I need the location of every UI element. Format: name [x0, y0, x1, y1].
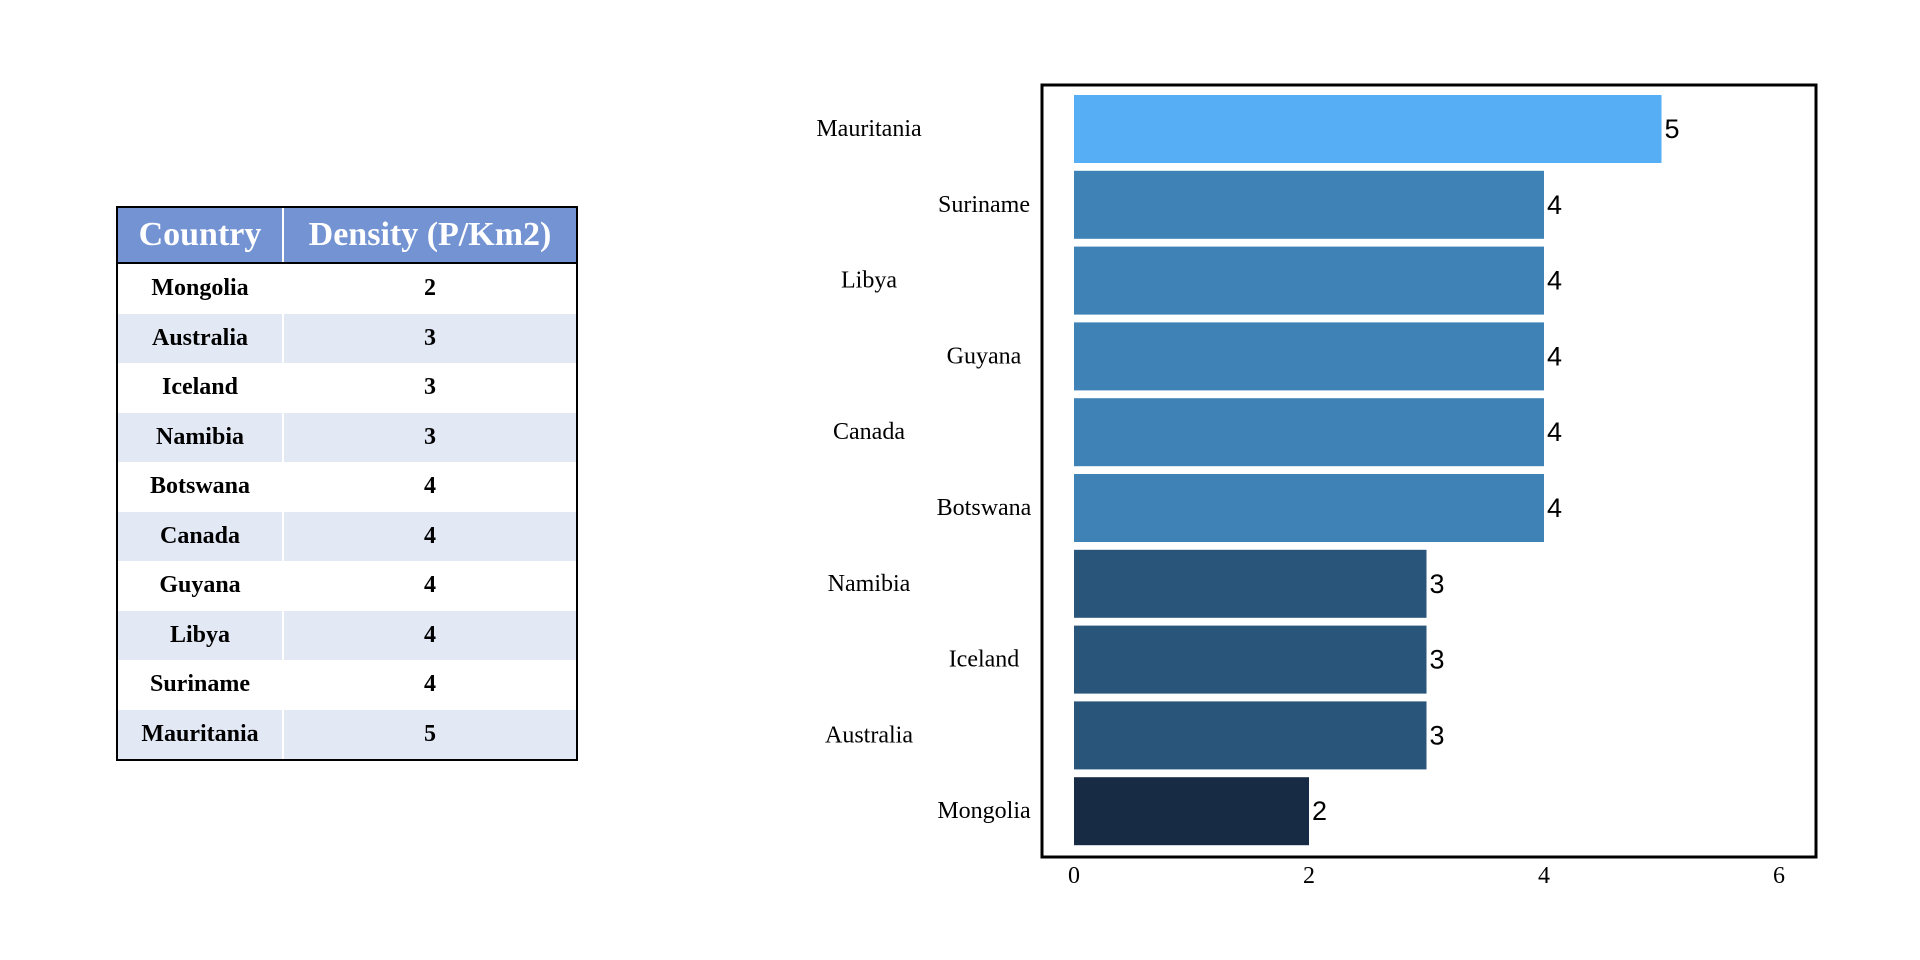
table-cell-country: Libya	[118, 610, 284, 660]
labels-layer: 5 Mauritania 4 Suriname 4 Libya 4 Guyana 4 Canada…	[816, 114, 1785, 889]
table-cell-country: Guyana	[118, 561, 284, 611]
table-cell-country: Iceland	[118, 363, 284, 413]
table-cell-country: Canada	[118, 511, 284, 561]
table-cell-density: 2	[283, 263, 576, 314]
table-header-row: Country Density (P/Km2)	[118, 208, 576, 264]
table-cell-country: Suriname	[118, 660, 284, 710]
bar-mongolia	[1074, 777, 1309, 846]
bar-namibia	[1074, 549, 1427, 618]
table-cell-density: 4	[283, 660, 576, 710]
bar-canada	[1074, 398, 1544, 467]
x-tick-label: 4	[1538, 863, 1550, 889]
category-label: Botswana	[937, 495, 1032, 521]
table-row: Australia 3	[118, 313, 576, 363]
table-cell-density: 3	[283, 412, 576, 462]
bar-suriname	[1074, 170, 1544, 239]
x-tick-label: 2	[1303, 863, 1315, 889]
category-label: Mauritania	[816, 116, 922, 142]
bar-mauritania	[1074, 95, 1662, 163]
plot-frame	[1040, 83, 1818, 859]
data-label: 4	[1547, 493, 1562, 523]
bar-libya	[1074, 246, 1544, 315]
data-label: 3	[1430, 645, 1445, 675]
data-label: 4	[1547, 341, 1562, 371]
table-cell-density: 4	[283, 511, 576, 561]
table-cell-country: Australia	[118, 313, 284, 363]
table-row: Suriname 4	[118, 660, 576, 710]
category-label: Suriname	[938, 192, 1030, 218]
category-label: Mongolia	[937, 798, 1031, 824]
table-row: Namibia 3	[118, 412, 576, 462]
data-label: 4	[1547, 266, 1562, 296]
category-label: Iceland	[949, 647, 1020, 673]
data-label: 4	[1547, 190, 1562, 220]
table-cell-country: Botswana	[118, 462, 284, 512]
table-cell-density: 3	[283, 313, 576, 363]
bar-guyana	[1074, 322, 1544, 391]
data-label: 2	[1312, 796, 1327, 826]
x-tick-label: 0	[1068, 863, 1080, 889]
data-label: 4	[1547, 417, 1562, 447]
table-cell-density: 5	[283, 709, 576, 759]
density-table-container: Country Density (P/Km2) Mongolia 2 Austr…	[116, 206, 578, 761]
category-label: Australia	[825, 722, 913, 748]
table-row: Canada 4	[118, 511, 576, 561]
table-cell-density: 4	[283, 462, 576, 512]
table-row: Botswana 4	[118, 462, 576, 512]
bars-layer	[1074, 95, 1662, 846]
table-row: Mauritania 5	[118, 709, 576, 759]
column-header-country: Country	[118, 208, 284, 264]
category-label: Guyana	[947, 343, 1022, 369]
table-row: Iceland 3	[118, 363, 576, 413]
bar-iceland	[1074, 625, 1427, 694]
column-header-density: Density (P/Km2)	[283, 208, 576, 264]
table-cell-density: 4	[283, 610, 576, 660]
data-label: 3	[1430, 720, 1445, 750]
table-cell-country: Mauritania	[118, 709, 284, 759]
table-cell-density: 3	[283, 363, 576, 413]
x-tick-label: 6	[1773, 863, 1785, 889]
table-cell-density: 4	[283, 561, 576, 611]
bar-botswana	[1074, 474, 1544, 542]
table-row: Libya 4	[118, 610, 576, 660]
category-label: Libya	[841, 268, 897, 294]
table-row: Mongolia 2	[118, 263, 576, 314]
category-label: Canada	[833, 419, 905, 445]
table-cell-country: Namibia	[118, 412, 284, 462]
category-label: Namibia	[828, 571, 911, 597]
density-table: Country Density (P/Km2) Mongolia 2 Austr…	[118, 208, 576, 759]
bar-australia	[1074, 701, 1427, 770]
data-label: 3	[1430, 569, 1445, 599]
data-label: 5	[1665, 114, 1680, 144]
table-cell-country: Mongolia	[118, 263, 284, 314]
table-row: Guyana 4	[118, 561, 576, 611]
